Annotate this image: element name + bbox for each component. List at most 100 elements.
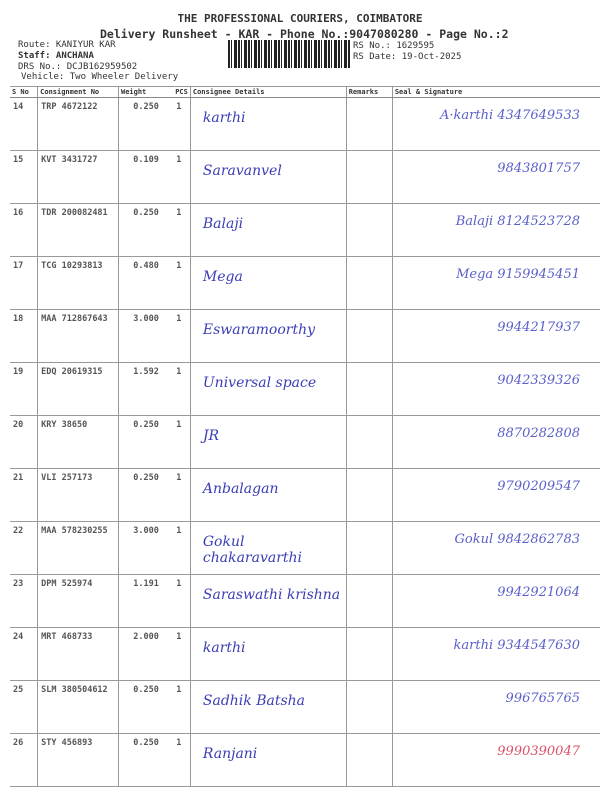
remarks-cell bbox=[345, 203, 393, 257]
table-row: 24 MRT 468733 2.000 1 karthi karthi 934454763… bbox=[10, 627, 600, 681]
sno-cell: 14 bbox=[10, 97, 38, 151]
table-row: 17 TCG 10293813 0.480 1 Mega Mega 9159945451 bbox=[10, 256, 600, 310]
signature-cell: Mega 9159945451 bbox=[391, 256, 600, 310]
remarks-cell bbox=[345, 521, 393, 575]
consignee-cell: Sadhik Batsha bbox=[189, 680, 347, 734]
remarks-cell bbox=[345, 256, 393, 310]
consignment-no-cell: KRY 38650 bbox=[37, 415, 119, 469]
table-row: 18 MAA 712867643 3.000 1 Eswaramoorthy 994421… bbox=[10, 309, 600, 363]
signature-cell: 9942921064 bbox=[391, 574, 600, 628]
consignee-cell: Universal space bbox=[189, 362, 347, 416]
remarks-cell bbox=[345, 415, 393, 469]
sno-cell: 19 bbox=[10, 362, 38, 416]
remarks-cell bbox=[345, 309, 393, 363]
consignment-no-cell: TRP 4672122 bbox=[37, 97, 119, 151]
signature-cell: 9790209547 bbox=[391, 468, 600, 522]
table-row: 22 MAA 578230255 3.000 1 Gokul chakaravarthi… bbox=[10, 521, 600, 575]
sno-cell: 15 bbox=[10, 150, 38, 204]
weight-cell: 1.191 bbox=[117, 574, 174, 628]
sno-cell: 26 bbox=[10, 733, 38, 787]
table-row: 25 SLM 380504612 0.250 1 Sadhik Batsha 996765… bbox=[10, 680, 600, 734]
weight-cell: 0.250 bbox=[117, 97, 174, 151]
pcs-cell: 1 bbox=[173, 574, 191, 628]
sno-cell: 23 bbox=[10, 574, 38, 628]
consignee-cell: Gokul chakaravarthi bbox=[189, 521, 347, 575]
weight-cell: 0.480 bbox=[117, 256, 174, 310]
col-consignee: Consignee Details bbox=[189, 86, 347, 98]
runsheet-table: S No Consignment No Weight PCS Consignee… bbox=[10, 86, 600, 787]
pcs-cell: 1 bbox=[173, 468, 191, 522]
consignment-no-cell: EDQ 20619315 bbox=[37, 362, 119, 416]
consignee-cell: Anbalagan bbox=[189, 468, 347, 522]
col-consignment: Consignment No bbox=[37, 86, 119, 98]
signature-cell: karthi 9344547630 bbox=[391, 627, 600, 681]
table-row: 21 VLI 257173 0.250 1 Anbalagan 9790209547 bbox=[10, 468, 600, 522]
table-row: 26 STY 456893 0.250 1 Ranjani 9990390047 bbox=[10, 733, 600, 787]
remarks-cell bbox=[345, 97, 393, 151]
consignee-cell: Balaji bbox=[189, 203, 347, 257]
signature-cell: A·karthi 4347649533 bbox=[391, 97, 600, 151]
col-remarks: Remarks bbox=[345, 86, 393, 98]
consignment-no-cell: DPM 525974 bbox=[37, 574, 119, 628]
sno-cell: 25 bbox=[10, 680, 38, 734]
remarks-cell bbox=[345, 627, 393, 681]
consignment-no-cell: KVT 3431727 bbox=[37, 150, 119, 204]
consignment-no-cell: TCG 10293813 bbox=[37, 256, 119, 310]
signature-cell: 9843801757 bbox=[391, 150, 600, 204]
table-row: 15 KVT 3431727 0.109 1 Saravanvel 9843801757 bbox=[10, 150, 600, 204]
staff: Staff: ANCHANA bbox=[18, 51, 94, 61]
drs-no: DRS No.: DCJB162959502 bbox=[18, 62, 138, 72]
pcs-cell: 1 bbox=[173, 203, 191, 257]
consignment-no-cell: MRT 468733 bbox=[37, 627, 119, 681]
signature-cell: 9042339326 bbox=[391, 362, 600, 416]
pcs-cell: 1 bbox=[173, 680, 191, 734]
company-title: THE PROFESSIONAL COURIERS, COIMBATORE bbox=[177, 12, 423, 25]
consignee-cell: karthi bbox=[189, 97, 347, 151]
remarks-cell bbox=[345, 680, 393, 734]
weight-cell: 0.250 bbox=[117, 203, 174, 257]
sno-cell: 21 bbox=[10, 468, 38, 522]
weight-cell: 3.000 bbox=[117, 521, 174, 575]
col-pcs: PCS bbox=[173, 86, 191, 98]
table-row: 23 DPM 525974 1.191 1 Saraswathi krishna 9942… bbox=[10, 574, 600, 628]
table-row: 20 KRY 38650 0.250 1 JR 8870282808 bbox=[10, 415, 600, 469]
barcode bbox=[228, 40, 350, 68]
weight-cell: 0.109 bbox=[117, 150, 174, 204]
weight-cell: 0.250 bbox=[117, 733, 174, 787]
consignee-cell: JR bbox=[189, 415, 347, 469]
pcs-cell: 1 bbox=[173, 97, 191, 151]
sno-cell: 24 bbox=[10, 627, 38, 681]
pcs-cell: 1 bbox=[173, 256, 191, 310]
route: Route: KANIYUR KAR bbox=[18, 40, 116, 50]
rs-date: RS Date: 19-Oct-2025 bbox=[353, 52, 462, 62]
remarks-cell bbox=[345, 468, 393, 522]
weight-cell: 1.592 bbox=[117, 362, 174, 416]
pcs-cell: 1 bbox=[173, 521, 191, 575]
weight-cell: 0.250 bbox=[117, 415, 174, 469]
weight-cell: 0.250 bbox=[117, 468, 174, 522]
col-weight: Weight bbox=[117, 86, 174, 98]
signature-cell: 9944217937 bbox=[391, 309, 600, 363]
pcs-cell: 1 bbox=[173, 150, 191, 204]
remarks-cell bbox=[345, 733, 393, 787]
consignment-no-cell: VLI 257173 bbox=[37, 468, 119, 522]
table-header: S No Consignment No Weight PCS Consignee… bbox=[10, 86, 600, 98]
signature-cell: 996765765 bbox=[391, 680, 600, 734]
weight-cell: 2.000 bbox=[117, 627, 174, 681]
consignment-no-cell: TDR 200082481 bbox=[37, 203, 119, 257]
col-sno: S No bbox=[10, 86, 38, 98]
consignment-no-cell: MAA 578230255 bbox=[37, 521, 119, 575]
remarks-cell bbox=[345, 362, 393, 416]
weight-cell: 3.000 bbox=[117, 309, 174, 363]
consignee-cell: Eswaramoorthy bbox=[189, 309, 347, 363]
signature-cell: 8870282808 bbox=[391, 415, 600, 469]
signature-cell: 9990390047 bbox=[391, 733, 600, 787]
weight-cell: 0.250 bbox=[117, 680, 174, 734]
pcs-cell: 1 bbox=[173, 309, 191, 363]
rs-no: RS No.: 1629595 bbox=[353, 41, 435, 51]
pcs-cell: 1 bbox=[173, 627, 191, 681]
consignee-cell: karthi bbox=[189, 627, 347, 681]
consignment-no-cell: SLM 380504612 bbox=[37, 680, 119, 734]
consignment-no-cell: STY 456893 bbox=[37, 733, 119, 787]
sno-cell: 16 bbox=[10, 203, 38, 257]
